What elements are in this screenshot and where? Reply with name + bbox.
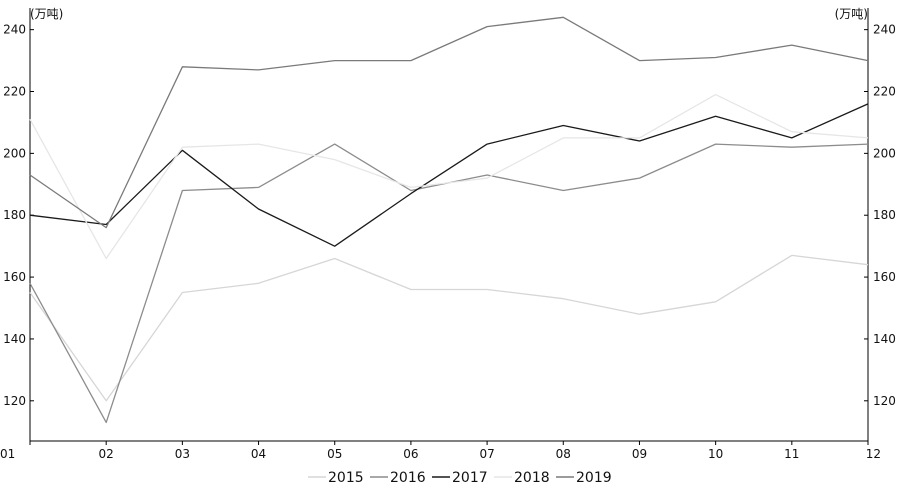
x-tick-label: 08 [556, 447, 571, 461]
axes: 120 120 140 140 160 160 180 180 200 200 220 220 240 2… [0, 8, 896, 461]
legend: 2015 2016 2017 2018 2019 [308, 470, 612, 486]
left-y-tick-label: 220 [3, 85, 26, 99]
x-tick-label: 07 [479, 447, 494, 461]
right-y-tick-label: 140 [873, 332, 896, 346]
x-tick-label: 05 [327, 447, 342, 461]
series-lines [29, 16, 869, 424]
x-tick-label: 04 [251, 447, 266, 461]
left-y-tick-label: 240 [3, 23, 26, 37]
right-y-tick-label: 200 [873, 146, 896, 160]
series-line-2017 [29, 103, 869, 247]
x-tick-label: 06 [403, 447, 418, 461]
left-y-tick-label: 200 [3, 146, 26, 160]
right-y-tick-label: 160 [873, 270, 896, 284]
series-line-2015 [29, 254, 869, 402]
x-tick-label: 09 [632, 447, 647, 461]
x-tick-label: 02 [99, 447, 114, 461]
legend-label-2017: 2017 [452, 470, 488, 486]
x-tick-label: 12 [866, 447, 881, 461]
right-y-tick-label: 120 [873, 394, 896, 408]
legend-label-2015: 2015 [328, 470, 364, 486]
series-line-2018 [29, 93, 869, 260]
right-y-tick-label: 180 [873, 208, 896, 222]
legend-label-2018: 2018 [514, 470, 550, 486]
x-tick-label: 11 [784, 447, 799, 461]
x-tick-label: 01 [0, 447, 15, 461]
x-tick-label: 10 [708, 447, 723, 461]
right-y-tick-label: 220 [873, 85, 896, 99]
legend-label-2016: 2016 [390, 470, 426, 486]
left-y-tick-label: 140 [3, 332, 26, 346]
series-line-2019 [29, 16, 869, 229]
left-y-tick-label: 180 [3, 208, 26, 222]
right-axis-unit-label: (万吨) [835, 7, 868, 21]
x-tick-label: 03 [175, 447, 190, 461]
legend-label-2019: 2019 [576, 470, 612, 486]
right-y-tick-label: 240 [873, 23, 896, 37]
left-y-tick-label: 160 [3, 270, 26, 284]
left-y-tick-label: 120 [3, 394, 26, 408]
left-axis-unit-label: (万吨) [30, 7, 63, 21]
